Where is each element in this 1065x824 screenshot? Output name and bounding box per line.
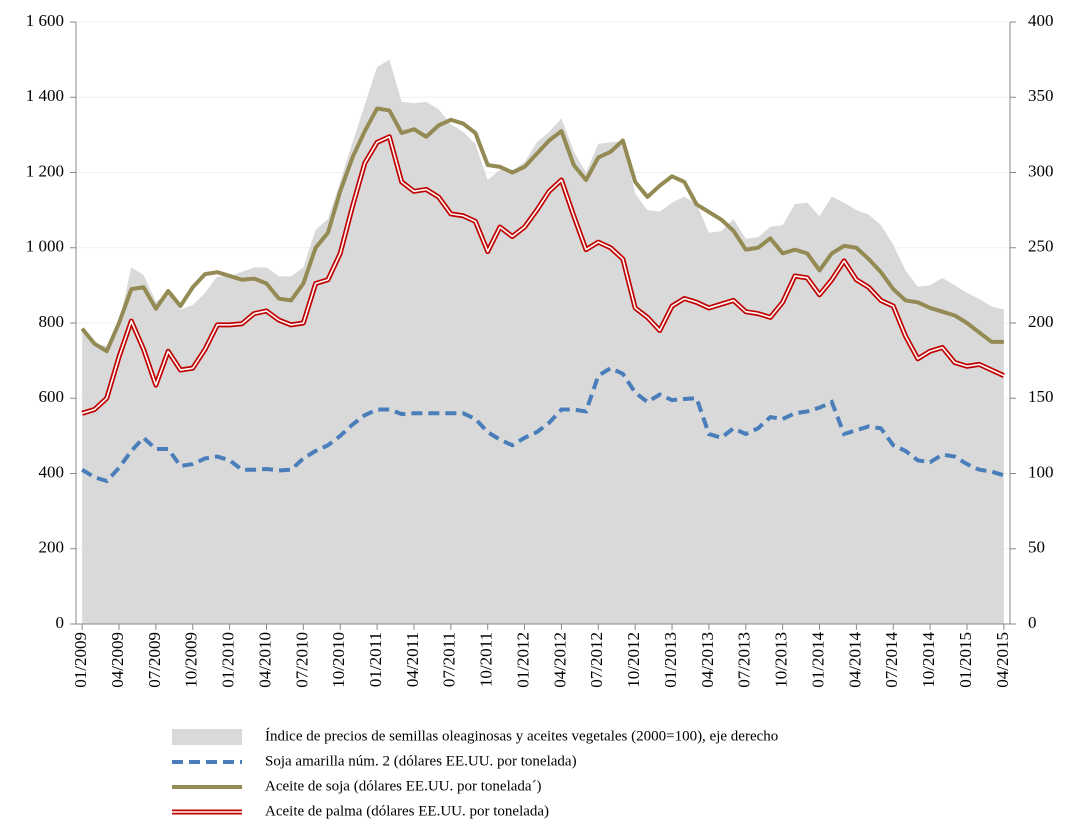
x-tick-label: 07/2011 [440, 632, 459, 687]
y2-tick-label: 300 [1028, 161, 1054, 180]
y-tick-label: 1 000 [26, 237, 64, 256]
y2-tick-label: 0 [1028, 613, 1037, 632]
y2-tick-label: 250 [1028, 237, 1054, 256]
y-tick-label: 1 200 [26, 161, 64, 180]
x-tick-label: 01/2012 [513, 632, 532, 688]
x-tick-label: 10/2009 [182, 632, 201, 688]
y-tick-label: 1 600 [26, 11, 64, 30]
x-tick-label: 04/2009 [108, 632, 127, 688]
area [82, 59, 1004, 624]
x-tick-label: 04/2010 [255, 632, 274, 688]
x-tick-label: 10/2010 [329, 632, 348, 688]
x-tick-label: 04/2014 [845, 632, 864, 688]
legend-swatch [172, 729, 242, 745]
x-tick-label: 07/2009 [145, 632, 164, 688]
y-tick-label: 0 [56, 613, 65, 632]
x-tick-label: 07/2013 [735, 632, 754, 688]
axes: 0 200 400 600 800 1 000 1 200 1 400 1 600 0 50 100 1… [26, 11, 1054, 688]
y2-tick-label: 200 [1028, 312, 1054, 331]
x-tick-label: 01/2009 [71, 632, 90, 688]
x-tick-label: 07/2014 [882, 632, 901, 688]
y-tick-label: 200 [39, 538, 65, 557]
line [81, 365, 1005, 484]
legend-label: Aceite de soja (dólares EE.UU. por tonel… [265, 778, 542, 794]
x-tick-label: 07/2010 [292, 632, 311, 688]
legend-label: Aceite de palma (dólares EE.UU. por tone… [265, 803, 549, 819]
x-tick-label: 01/2011 [366, 632, 385, 687]
x-tick-label: 04/2012 [550, 632, 569, 688]
x-tick-label: 01/2010 [219, 632, 238, 688]
x-tick-label: 04/2013 [698, 632, 717, 688]
y2-tick-label: 100 [1028, 462, 1054, 481]
x-tick-label: 10/2012 [624, 632, 643, 688]
x-tick-label: 01/2013 [661, 632, 680, 688]
x-tick-label: 04/2015 [993, 632, 1012, 688]
y-tick-label: 600 [39, 387, 65, 406]
legend: Índice de precios de semillas oleaginosa… [172, 727, 778, 819]
x-tick-label: 01/2015 [956, 632, 975, 688]
y-tick-label: 800 [39, 312, 65, 331]
line [80, 106, 1004, 354]
y2-tick-label: 350 [1028, 86, 1054, 105]
legend-label: Índice de precios de semillas oleaginosa… [265, 727, 778, 744]
x-tick-label: 10/2013 [772, 632, 791, 688]
y2-tick-label: 150 [1028, 387, 1054, 406]
plot-area [80, 59, 1005, 624]
legend-label: Soja amarilla núm. 2 (dólares EE.UU. por… [265, 753, 577, 769]
x-tick-label: 10/2011 [477, 632, 496, 687]
x-tick-label: 01/2014 [808, 632, 827, 688]
y2-tick-label: 50 [1028, 538, 1045, 557]
line-inner [81, 135, 1005, 415]
y2-tick-label: 400 [1028, 11, 1054, 30]
y-tick-label: 400 [39, 462, 65, 481]
x-tick-label: 07/2012 [587, 632, 606, 688]
x-tick-label: 04/2011 [403, 632, 422, 687]
x-tick-label: 10/2014 [919, 632, 938, 688]
y-tick-label: 1 400 [26, 86, 64, 105]
